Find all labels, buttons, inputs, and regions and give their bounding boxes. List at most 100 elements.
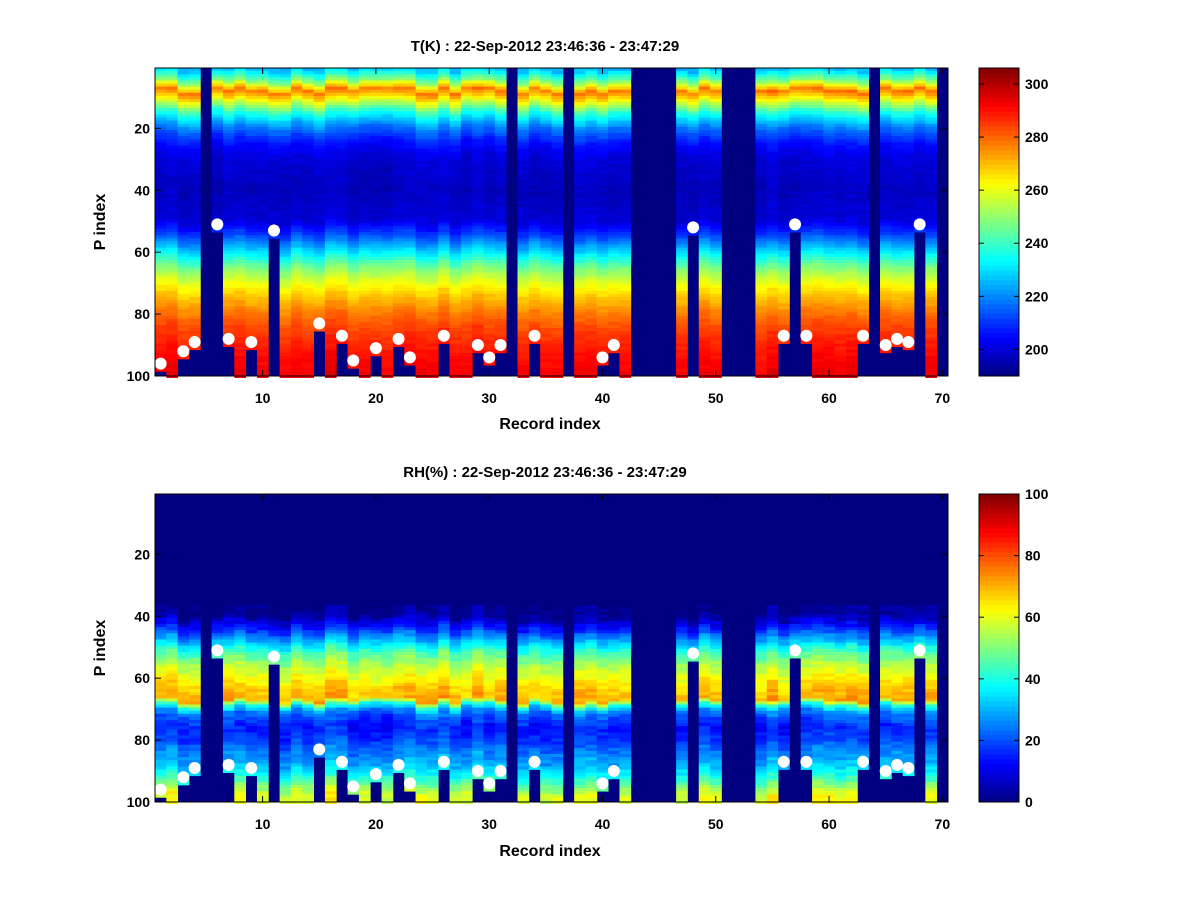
heatmap-cell (518, 77, 530, 81)
heatmap-cell (178, 309, 190, 313)
heatmap-cell (348, 241, 360, 245)
heatmap-cell (348, 102, 360, 106)
heatmap-cell (325, 195, 337, 199)
heatmap-cell (585, 316, 597, 320)
heatmap-cell (257, 248, 269, 252)
heatmap-cell (404, 71, 416, 75)
heatmap-cell (574, 344, 586, 348)
heatmap-cell (291, 226, 303, 230)
heatmap-cell (484, 344, 496, 348)
heatmap-cell (212, 77, 224, 81)
heatmap-cell (382, 183, 394, 187)
heatmap-cell (676, 192, 688, 196)
heatmap-cell (257, 316, 269, 320)
heatmap-cell (495, 90, 507, 94)
heatmap-cell (767, 288, 779, 292)
heatmap-cell (246, 263, 258, 267)
heatmap-cell (359, 248, 371, 252)
heatmap-cell (585, 353, 597, 357)
heatmap-cell (789, 83, 801, 87)
heatmap-cell (574, 340, 586, 344)
heatmap-cell (223, 183, 235, 187)
heatmap-cell (676, 195, 688, 199)
heatmap-cell (597, 248, 609, 252)
heatmap-cell (484, 183, 496, 187)
heatmap-cell (178, 139, 190, 143)
heatmap-cell (212, 93, 224, 97)
heatmap-cell (438, 223, 450, 227)
heatmap-cell (189, 288, 201, 292)
heatmap-cell (325, 306, 337, 310)
heatmap-cell (585, 198, 597, 202)
heatmap-cell (778, 248, 790, 252)
heatmap-cell (676, 288, 688, 292)
heatmap-cell (246, 254, 258, 257)
heatmap-cell (608, 130, 620, 134)
heatmap-cell (234, 130, 246, 134)
heatmap-cell (348, 278, 360, 282)
heatmap-cell (461, 99, 473, 103)
heatmap-cell (846, 322, 858, 326)
heatmap-cell (495, 142, 507, 146)
heatmap-cell (823, 334, 835, 338)
heatmap-cell (359, 68, 371, 72)
heatmap-cell (314, 294, 326, 298)
heatmap-cell (246, 288, 258, 292)
heatmap-cell (484, 108, 496, 112)
heatmap-cell (280, 145, 292, 149)
heatmap-cell (370, 241, 382, 245)
heatmap-cell (518, 294, 530, 298)
heatmap-cell (212, 118, 224, 122)
heatmap-cell (268, 118, 280, 122)
heatmap-cell (393, 210, 405, 214)
heatmap-cell (846, 83, 858, 87)
heatmap-cell (404, 232, 416, 236)
heatmap-cell (166, 145, 178, 149)
heatmap-cell (552, 294, 564, 298)
heatmap-cell (404, 282, 416, 286)
heatmap-cell (619, 71, 631, 75)
heatmap-cell (597, 201, 609, 205)
heatmap-cell (597, 313, 609, 317)
heatmap-cell (155, 68, 167, 72)
heatmap-cell (846, 136, 858, 140)
heatmap-cell (619, 130, 631, 134)
heatmap-cell (427, 148, 439, 152)
heatmap-cell (585, 207, 597, 211)
heatmap-cell (574, 155, 586, 159)
heatmap-cell (257, 235, 269, 239)
heatmap-cell (450, 173, 462, 177)
heatmap-cell (767, 99, 779, 103)
heatmap-cell (540, 148, 552, 152)
heatmap-cell (835, 266, 847, 270)
heatmap-cell (676, 68, 688, 72)
heatmap-cell (585, 179, 597, 183)
heatmap-cell (325, 77, 337, 81)
heatmap-cell (676, 74, 688, 78)
heatmap-cell (585, 71, 597, 75)
heatmap-cell (291, 269, 303, 273)
heatmap-cell (348, 313, 360, 317)
heatmap-cell (325, 142, 337, 146)
heatmap-cell (427, 294, 439, 298)
heatmap-cell (540, 297, 552, 301)
heatmap-cell (710, 90, 722, 94)
heatmap-cell (246, 114, 258, 118)
heatmap-cell (212, 152, 224, 156)
heatmap-cell (348, 223, 360, 227)
heatmap-cell (336, 152, 348, 156)
heatmap-cell (450, 127, 462, 131)
heatmap-cell (325, 371, 337, 375)
heatmap-cell (155, 300, 167, 304)
heatmap-cell (472, 158, 484, 162)
heatmap-cell (676, 300, 688, 304)
heatmap-cell (370, 207, 382, 211)
heatmap-cell (789, 176, 801, 180)
heatmap-cell (404, 139, 416, 143)
heatmap-cell (801, 158, 813, 162)
heatmap-cell (585, 164, 597, 168)
heatmap-cell (438, 80, 450, 84)
heatmap-cell (518, 167, 530, 171)
heatmap-cell (246, 80, 258, 84)
heatmap-cell (495, 111, 507, 115)
